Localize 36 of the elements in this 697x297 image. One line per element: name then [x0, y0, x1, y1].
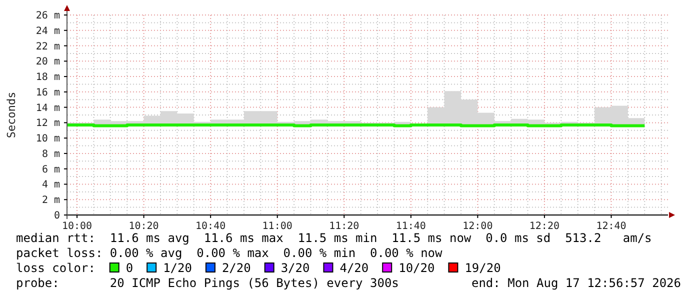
x-tick-label: 12:40	[596, 221, 626, 232]
legend-label: 1/20	[163, 261, 192, 275]
y-tick-label: 22 m	[36, 41, 60, 52]
y-tick-label: 18 m	[36, 72, 60, 84]
legend-label: 0	[126, 261, 134, 275]
text: median rtt: 11.6 ms avg 11.6 ms max 11.5 ms min 11.5 ms now 0.0 ms sd 513.2 am/s	[16, 231, 652, 245]
legend-label: 3/20	[280, 261, 310, 275]
y-tick-label: 2 m	[42, 195, 60, 206]
text: probe: 20 ICMP Echo Pings (56 Bytes) every 300s	[16, 276, 399, 290]
y-axis-title: Seconds	[5, 92, 18, 138]
y-tick-label: 14 m	[36, 102, 60, 114]
x-tick-label: 11:40	[396, 221, 426, 232]
legend-label: 4/20	[340, 261, 369, 275]
x-tick-label: 12:20	[529, 221, 560, 232]
y-tick-label: 16 m	[36, 87, 60, 98]
legend-title: loss color:	[16, 261, 96, 275]
y-tick-label: 8 m	[42, 148, 60, 160]
legend-label: 19/20	[464, 261, 501, 275]
text: end: Mon Aug 17 12:56:57 2026	[471, 276, 681, 290]
x-tick-label: 11:00	[262, 221, 292, 232]
y-tick-label: 6 m	[42, 164, 60, 176]
y-tick-label: 4 m	[42, 180, 60, 191]
x-tick-label: 10:20	[128, 221, 159, 232]
x-tick-label: 10:40	[196, 221, 226, 232]
legend-label: 10/20	[398, 261, 435, 275]
y-tick-label: 12 m	[36, 118, 60, 130]
y-tick-label: 20 m	[36, 56, 60, 68]
x-tick-label: 10:00	[62, 221, 92, 232]
x-tick-label: 12:00	[462, 221, 493, 232]
y-tick-label: 26 m	[36, 10, 60, 22]
legend-label: 2/20	[222, 261, 251, 275]
y-tick-label: 0	[54, 210, 60, 222]
x-tick-label: 11:20	[329, 221, 360, 232]
text: packet loss: 0.00 % avg 0.00 % max 0.00 % min 0.00 % now	[16, 246, 444, 260]
y-tick-label: 10 m	[36, 134, 60, 145]
y-tick-label: 24 m	[36, 26, 60, 37]
